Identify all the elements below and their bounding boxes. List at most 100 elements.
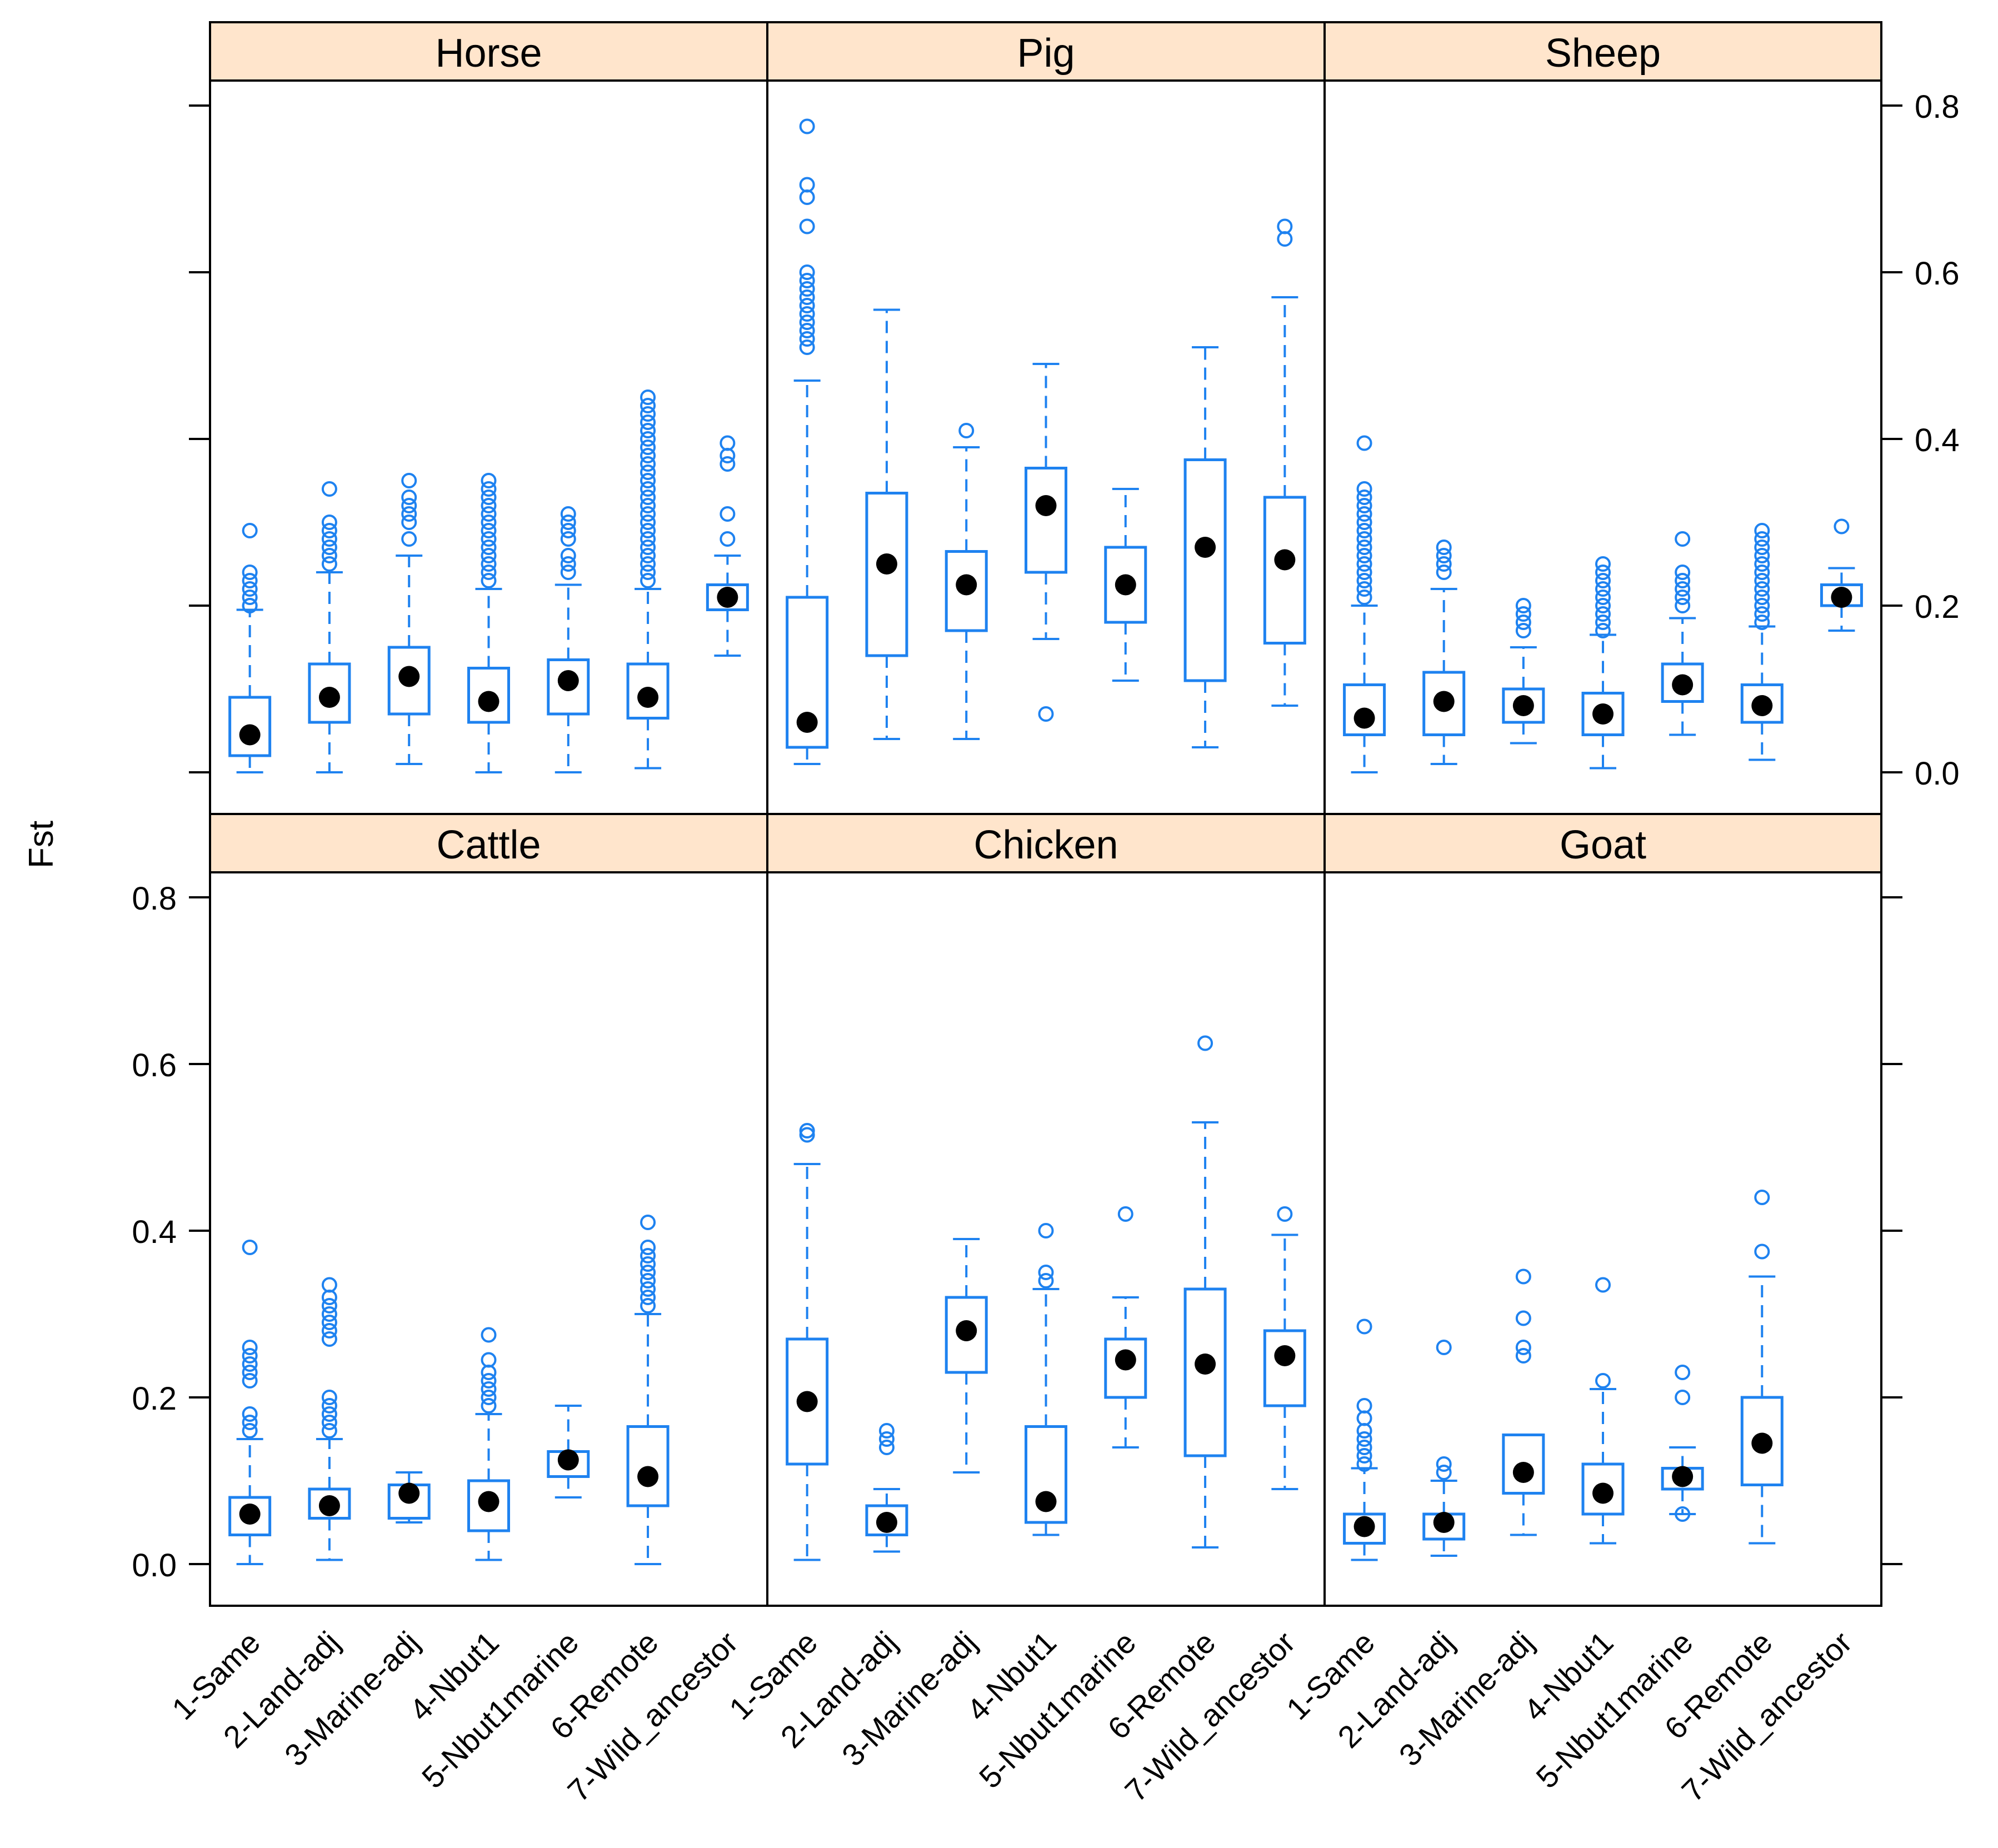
outlier-point: [1356, 523, 1372, 538]
outlier-point: [401, 506, 417, 522]
outlier-point: [321, 1423, 337, 1439]
outlier-point: [481, 515, 497, 530]
outlier-point: [799, 1123, 815, 1138]
outlier-point: [242, 1415, 258, 1430]
outlier-point: [1356, 490, 1372, 505]
plot-layer: Horse Pig Sheep 0.0 0.2 0.4 0.6 0.8 Cattle 0.0 0.2…: [132, 21, 1960, 1809]
outlier-point: [720, 448, 736, 463]
outlier-point: [321, 1298, 337, 1313]
outlier-point: [1356, 590, 1372, 605]
outlier-point: [560, 515, 576, 530]
outlier-point: [799, 289, 815, 305]
box-sheep-5: [1661, 531, 1704, 736]
outlier-point: [1356, 498, 1372, 513]
outlier-point: [1356, 548, 1372, 563]
outlier-point: [799, 306, 815, 322]
outlier-point: [1595, 598, 1611, 613]
outlier-point: [720, 435, 736, 451]
median-point: [1195, 537, 1216, 558]
outlier-point: [799, 339, 815, 355]
outlier-point: [1436, 556, 1452, 572]
median-point: [876, 1512, 897, 1533]
outlier-point: [1595, 606, 1611, 622]
outlier-point: [321, 1277, 337, 1293]
strip-label-goat: Goat: [1560, 823, 1646, 867]
outlier-point: [481, 531, 497, 547]
outlier-point: [640, 414, 656, 430]
outlier-point: [481, 573, 497, 588]
outlier-point: [481, 540, 497, 555]
strip-chicken: [766, 813, 1326, 873]
outlier-point: [640, 565, 656, 580]
median-point: [796, 1391, 818, 1412]
y-tick-label: 0.6: [1915, 256, 1960, 292]
median-point: [1115, 574, 1136, 596]
outlier-point: [640, 573, 656, 588]
outlier-point: [560, 531, 576, 547]
outlier-point: [321, 548, 337, 563]
outlier-point: [1277, 1206, 1293, 1222]
y-tick-label: 0.2: [132, 1381, 177, 1417]
outlier-point: [321, 1415, 337, 1430]
outlier-point: [242, 598, 258, 613]
outlier-point: [1754, 556, 1770, 572]
outlier-point: [640, 506, 656, 522]
box-goat-4: [1581, 1277, 1625, 1545]
outlier-point: [1834, 518, 1850, 535]
outlier-point: [481, 1398, 497, 1414]
outlier-point: [1356, 1318, 1372, 1335]
outlier-point: [1675, 590, 1691, 605]
outlier-point: [878, 1423, 895, 1439]
iqr-box: [1661, 662, 1704, 703]
outlier-point: [481, 1390, 497, 1405]
outlier-point: [1595, 1373, 1611, 1389]
outlier-point: [242, 581, 258, 597]
outlier-point: [1754, 581, 1770, 597]
box-pig-7: [1263, 218, 1306, 707]
outlier-point: [242, 1423, 258, 1439]
outlier-point: [321, 1398, 337, 1414]
box-chicken-1: [786, 1123, 829, 1561]
outlier-point: [1675, 1365, 1691, 1380]
outlier-point: [242, 1348, 258, 1363]
outlier-point: [1515, 598, 1531, 613]
outlier-point: [401, 531, 417, 547]
outlier-point: [958, 423, 975, 438]
outlier-point: [640, 456, 656, 472]
strip-sheep: [1323, 21, 1882, 82]
outlier-point: [1117, 1206, 1133, 1222]
outlier-point: [1356, 506, 1372, 522]
box-goat-5: [1661, 1365, 1704, 1522]
median-point: [1592, 703, 1614, 725]
median-point: [478, 1491, 500, 1512]
outlier-point: [242, 573, 258, 588]
outlier-point: [1754, 606, 1770, 622]
outlier-point: [1277, 231, 1293, 247]
outlier-point: [1515, 606, 1531, 622]
y-tick-label: 0.0: [1915, 756, 1960, 792]
outlier-point: [321, 531, 337, 547]
median-point: [1831, 587, 1852, 608]
box-chicken-7: [1263, 1206, 1306, 1490]
outlier-point: [321, 556, 337, 572]
outlier-point: [1436, 1456, 1452, 1472]
y-tick-label: 0.6: [132, 1047, 177, 1083]
outlier-point: [640, 540, 656, 555]
outlier-point: [1356, 531, 1372, 547]
median-point: [1274, 549, 1296, 571]
box-pig-4: [1025, 363, 1067, 722]
median-point: [1353, 707, 1375, 729]
box-goat-3: [1502, 1268, 1545, 1536]
strip-label-cattle: Cattle: [436, 823, 541, 867]
outlier-point: [640, 406, 656, 422]
median-point: [1592, 1482, 1614, 1504]
box-sheep-4: [1581, 556, 1625, 770]
outlier-point: [640, 1240, 656, 1255]
outlier-point: [1675, 565, 1691, 580]
outlier-point: [640, 531, 656, 547]
strip-label-chicken: Chicken: [973, 823, 1118, 867]
box-horse-6: [626, 389, 670, 770]
outlier-point: [481, 490, 497, 505]
outlier-point: [1675, 598, 1691, 613]
outlier-point: [1675, 1390, 1691, 1405]
